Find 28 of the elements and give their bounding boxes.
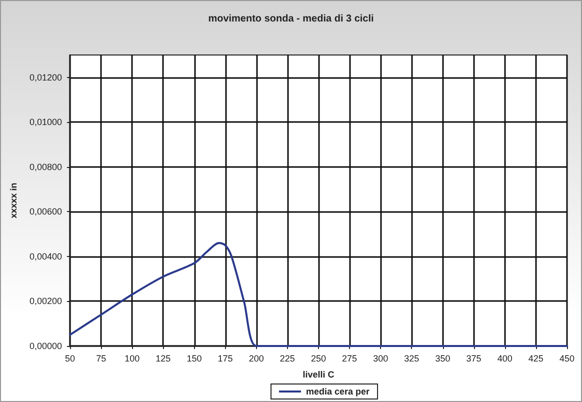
x-tick-label: 50 xyxy=(64,354,76,364)
x-tick-label: 425 xyxy=(528,354,544,364)
x-tick-label: 250 xyxy=(310,354,326,364)
y-tick-label: 0,00600 xyxy=(29,206,62,217)
x-tick-label: 150 xyxy=(186,354,202,364)
x-tick-label: 400 xyxy=(497,354,512,364)
x-tick-label: 125 xyxy=(156,354,171,364)
y-tick-label: 0,01200 xyxy=(29,72,62,82)
y-tick-label: 0,00000 xyxy=(29,341,62,351)
x-tick-label: 275 xyxy=(342,354,358,364)
chart-title: movimento sonda - media di 3 cicli xyxy=(208,14,374,24)
y-tick-label: 0,00200 xyxy=(29,296,62,306)
x-tick-label: 100 xyxy=(124,354,140,364)
legend-label: media cera per xyxy=(306,386,370,396)
y-tick-label: 0,01000 xyxy=(29,117,62,128)
x-tick-label: 375 xyxy=(466,354,482,364)
y-axis-title: xxxxx in xyxy=(8,182,18,218)
x-tick-label: 300 xyxy=(373,354,388,364)
x-tick-label: 175 xyxy=(218,354,233,364)
x-tick-label: 325 xyxy=(404,354,420,364)
x-axis-title: livelli C xyxy=(302,370,335,380)
y-tick-label: 0,00800 xyxy=(29,162,62,172)
x-tick-label: 200 xyxy=(248,354,264,364)
x-tick-label: 350 xyxy=(435,354,450,364)
x-tick-label: 450 xyxy=(559,354,575,364)
x-tick-label: 225 xyxy=(280,354,295,364)
y-tick-label: 0,00400 xyxy=(29,251,62,262)
x-tick-label: 75 xyxy=(96,354,106,364)
